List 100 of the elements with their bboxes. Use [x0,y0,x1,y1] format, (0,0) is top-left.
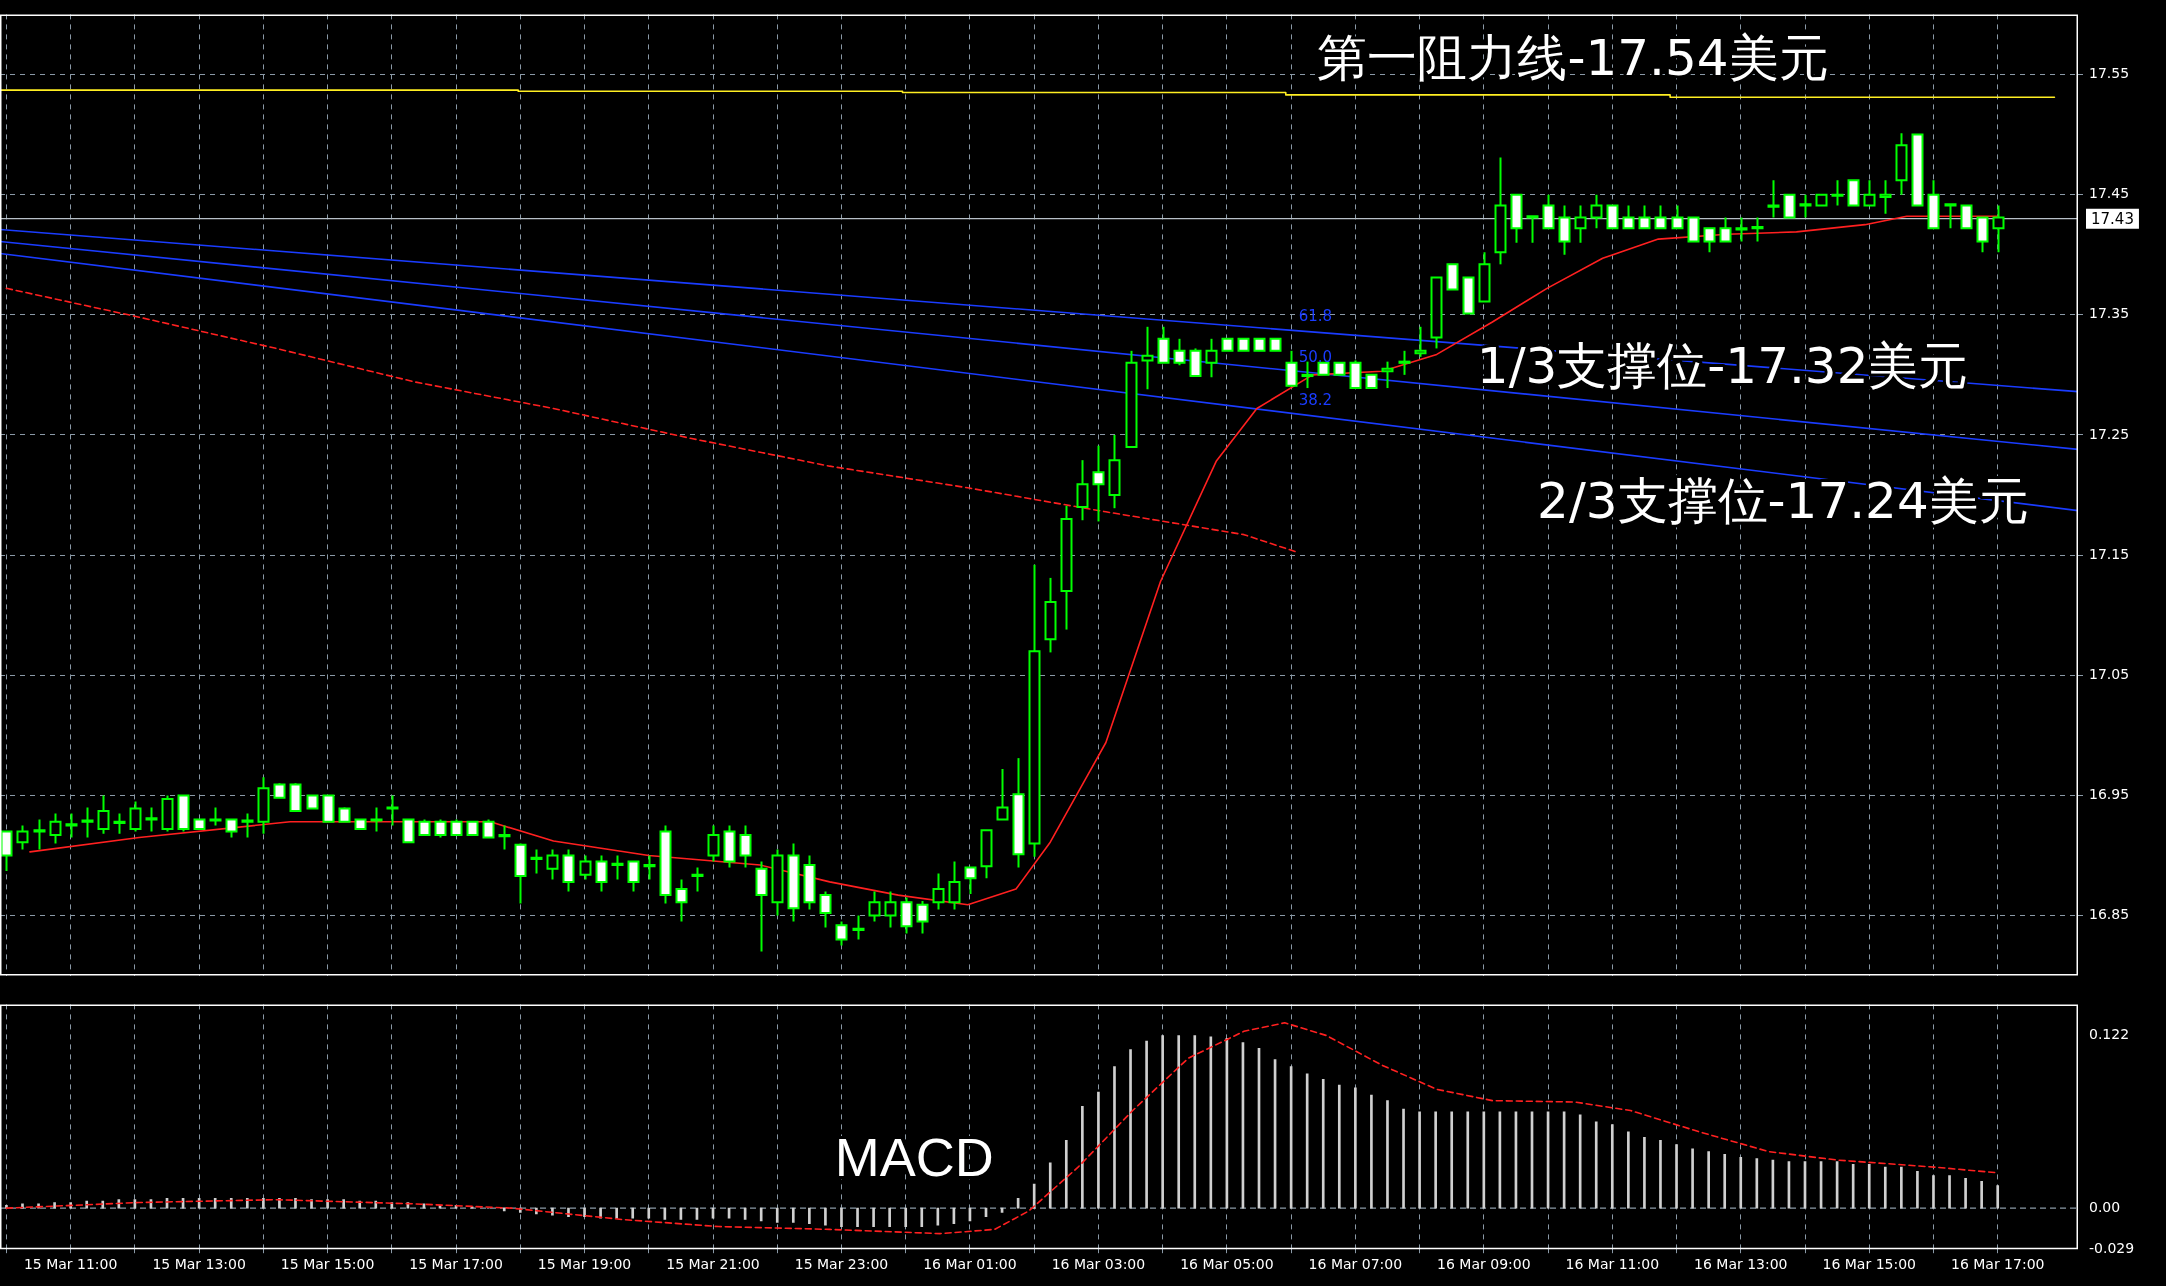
x-tick-label: 15 Mar 15:00 [280,1256,375,1273]
bar [824,1207,827,1226]
bar [775,1207,779,1223]
y-tick-label: 16.95 [2089,786,2130,803]
bar [1032,1183,1036,1209]
bar [1916,1171,1919,1209]
ref-line-label: 17.43 [2091,209,2134,228]
bar [1675,1144,1678,1209]
bar [1386,1100,1389,1209]
bar [1610,1124,1614,1209]
x-tick-label: 16 Mar 09:00 [1437,1256,1531,1273]
y-tick-label: 17.45 [2089,185,2130,202]
bar [1145,1040,1148,1209]
bar [1402,1108,1405,1209]
bar [1048,1162,1052,1209]
bar [1113,1066,1116,1209]
y-tick-label: 0.122 [2089,1026,2130,1043]
bar [1578,1114,1582,1209]
x-tick-label: 15 Mar 11:00 [23,1256,118,1273]
x-tick-label: 16 Mar 01:00 [923,1256,1017,1273]
bar [1482,1111,1486,1209]
bar [888,1207,891,1227]
x-tick-label: 15 Mar 23:00 [794,1256,889,1273]
bar [1627,1131,1630,1209]
x-tick-label: 16 Mar 03:00 [1051,1256,1146,1273]
series-label: 50.0 [1298,347,1333,366]
bar [631,1207,635,1219]
series-label: 61.8 [1298,307,1333,326]
bar [1659,1139,1662,1209]
bar [1466,1111,1470,1209]
bar [1707,1151,1710,1209]
bar [1851,1163,1855,1209]
bar [872,1207,875,1227]
bar [1900,1166,1903,1209]
bar [1177,1035,1181,1209]
bar [1209,1036,1213,1209]
x-tick-label: 16 Mar 17:00 [1950,1256,2045,1273]
bar [1723,1154,1727,1209]
y-tick-label: 17.35 [2089,305,2130,322]
bar [1434,1111,1437,1209]
y-tick-label: 17.15 [2089,545,2130,562]
bar [920,1207,924,1227]
x-tick-label: 16 Mar 13:00 [1694,1256,1788,1273]
bar [840,1207,843,1227]
y-tick-label: 16.85 [2089,906,2130,923]
bar [808,1207,811,1225]
bar [1337,1084,1341,1209]
bar [229,1197,233,1209]
y-tick-label: 17.25 [2089,425,2130,442]
x-tick-label: 16 Mar 05:00 [1180,1256,1274,1273]
series-label: 38.2 [1298,390,1333,409]
bar [904,1207,908,1227]
bar [53,1202,56,1209]
x-tick-label: 16 Mar 15:00 [1822,1256,1916,1273]
y-tick-label: -0.029 [2089,1239,2135,1256]
bar [1932,1175,1935,1209]
bar [1996,1185,2000,1209]
bar [1129,1049,1132,1209]
y-tick-label: 0.00 [2089,1198,2121,1215]
bar [1321,1079,1325,1209]
bar [791,1207,795,1223]
x-tick-label: 16 Mar 07:00 [1308,1256,1403,1273]
bar [856,1207,859,1227]
bar [647,1207,651,1219]
x-tick-label: 16 Mar 11:00 [1565,1256,1660,1273]
bar [1161,1035,1164,1209]
x-tick-label: 15 Mar 19:00 [537,1256,632,1273]
bar [1418,1111,1421,1209]
bar [1867,1163,1871,1209]
bar [294,1197,297,1209]
bar [1354,1087,1357,1209]
bar [1739,1156,1743,1209]
bar [1980,1180,1983,1209]
bar [1305,1073,1309,1209]
x-tick-label: 15 Mar 17:00 [409,1256,503,1273]
annotation: MACD [834,1126,994,1187]
bar [615,1207,618,1219]
bar [1883,1166,1887,1209]
x-tick-label: 15 Mar 21:00 [666,1256,760,1273]
bar [1193,1035,1197,1209]
bar [1948,1175,1951,1209]
bar [213,1197,217,1209]
annotation: 第一阻力线-17.54美元 [1317,29,1829,88]
bar [1964,1178,1967,1209]
y-tick-label: 17.55 [2089,65,2130,82]
bar [502,1207,506,1212]
bar [759,1207,763,1222]
bar [1450,1111,1454,1209]
bar [1594,1121,1598,1209]
bar [1081,1105,1084,1209]
bar [1691,1148,1694,1209]
bar [1370,1094,1373,1209]
bar [1643,1137,1646,1209]
bar [1097,1091,1100,1209]
bar [1064,1139,1068,1209]
y-tick-label: 17.05 [2089,665,2130,682]
bar [1755,1158,1759,1209]
bar [342,1199,345,1209]
bar [583,1207,586,1217]
x-tick-label: 15 Mar 13:00 [152,1256,246,1273]
